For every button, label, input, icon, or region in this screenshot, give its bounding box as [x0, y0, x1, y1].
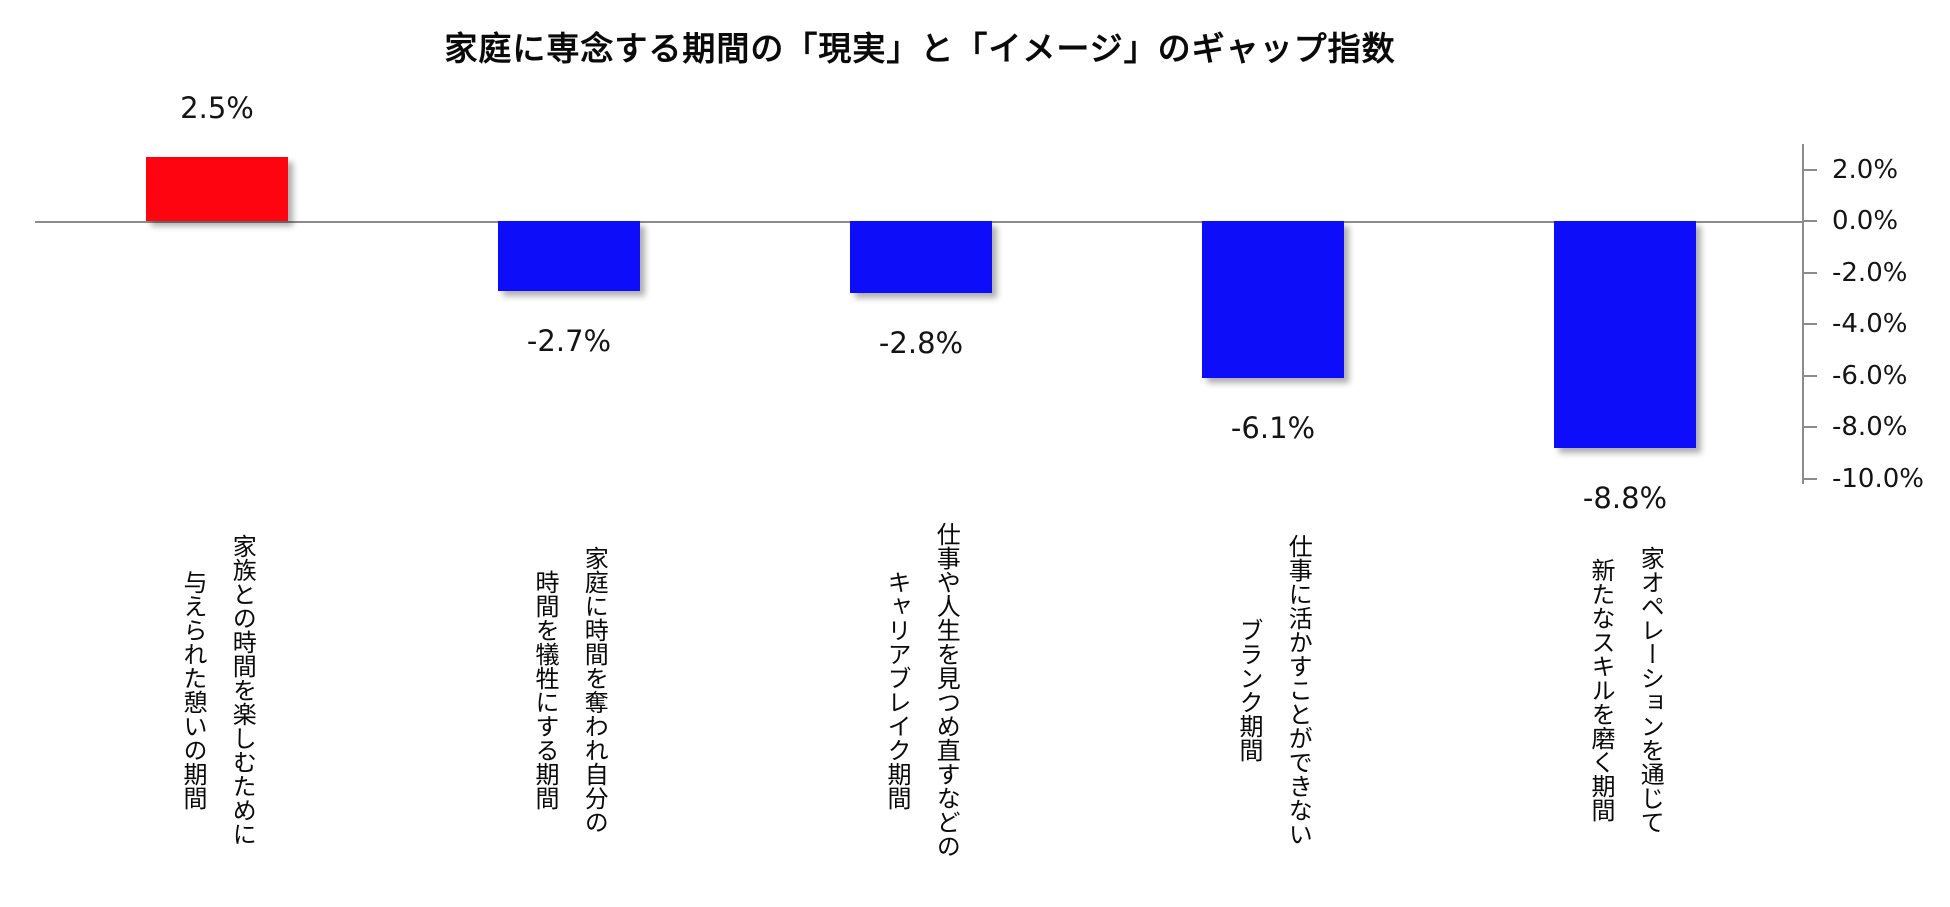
chart-title: 家庭に専念する期間の「現実」と「イメージ」のギャップ指数 [444, 29, 1396, 68]
y-axis-tick-label: -4.0% [1832, 309, 1908, 339]
category-label: 仕事に活かすことができない ブランク期間 [1235, 534, 1313, 846]
category-label: 家族との時間を楽しむために 与えられた憩いの期間 [179, 534, 257, 846]
y-axis-tick [1804, 374, 1817, 377]
bar [1554, 221, 1696, 448]
y-axis-tick [1804, 426, 1817, 428]
category-label: 家オペレーションを通じて 新たなスキルを磨く期間 [1587, 546, 1665, 834]
y-axis-line [1802, 143, 1804, 484]
y-axis-tick-label: 2.0% [1832, 154, 1899, 185]
y-axis-tick-label: -6.0% [1832, 360, 1908, 391]
bar [498, 221, 640, 291]
y-axis-tick-label: 0.0% [1832, 206, 1899, 236]
category-label: 仕事や人生を見つめ直すなどの キャリアブレイク期間 [883, 522, 961, 858]
bar-value-label: -6.1% [1230, 411, 1316, 446]
y-axis-tick [1804, 271, 1817, 274]
y-axis-tick [1804, 168, 1817, 171]
bar-value-label: 2.5% [180, 90, 254, 125]
y-axis-tick [1804, 323, 1817, 325]
y-axis-tick-label: -2.0% [1832, 257, 1908, 288]
bar [1202, 221, 1344, 379]
y-axis-tick [1804, 220, 1817, 222]
bar-value-label: -2.8% [878, 326, 964, 361]
y-axis-tick-label: -8.0% [1832, 412, 1908, 442]
y-axis-tick-label: -10.0% [1832, 463, 1924, 494]
bar [850, 221, 992, 294]
bar-value-label: -8.8% [1582, 480, 1668, 515]
bar-value-label: -2.7% [526, 323, 612, 358]
bar [146, 156, 288, 221]
y-axis-tick [1804, 477, 1817, 480]
category-label: 家庭に時間を奪われ自分の 時間を犠牲にする期間 [531, 546, 609, 834]
